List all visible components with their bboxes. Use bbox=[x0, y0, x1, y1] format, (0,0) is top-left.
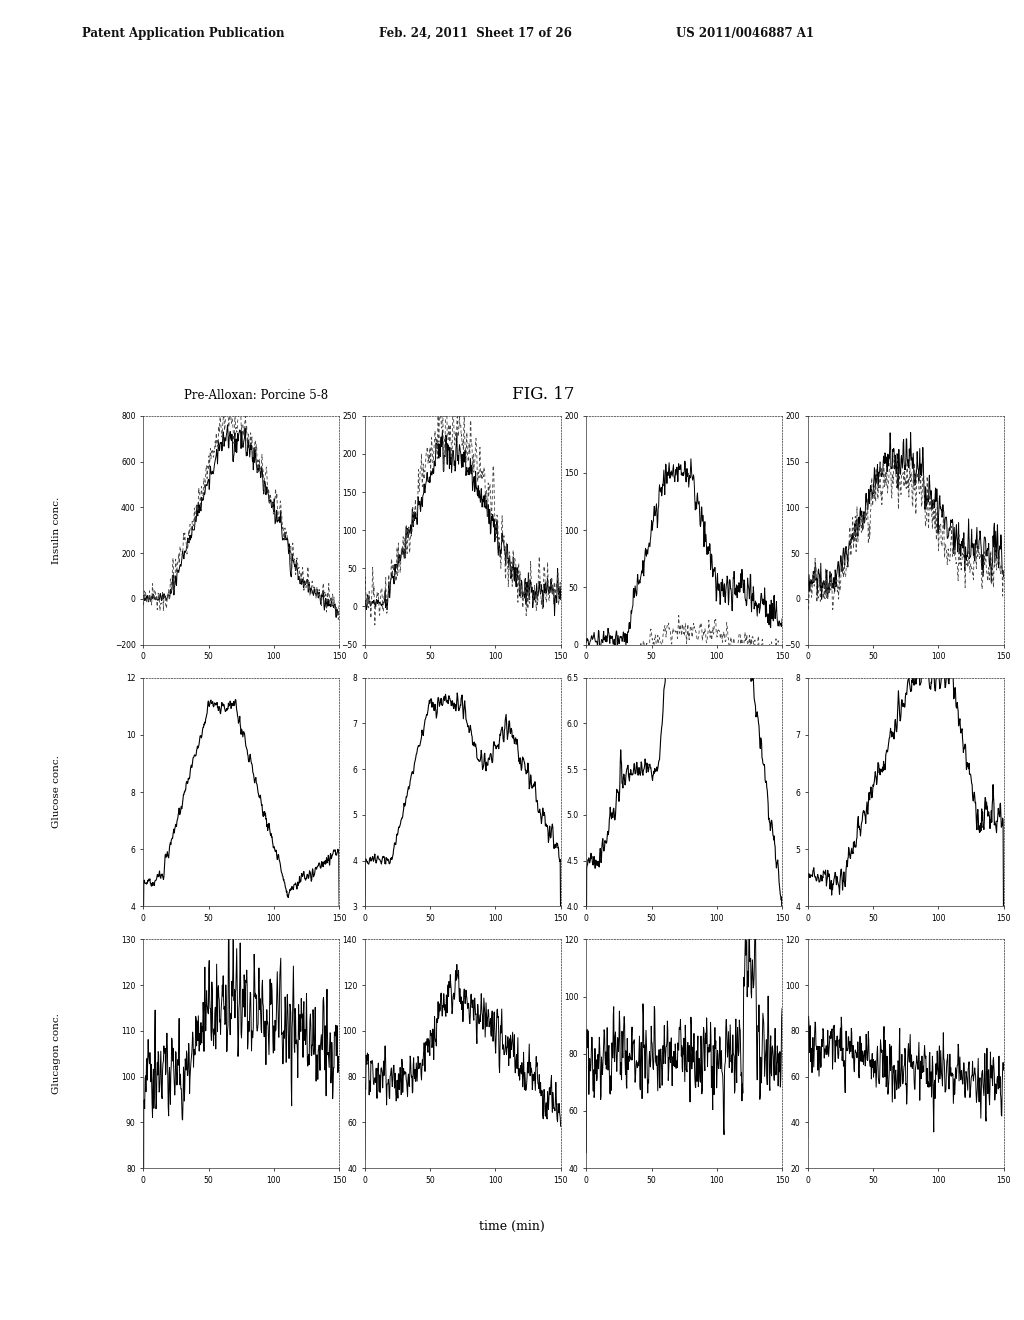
Text: Glucagon conc.: Glucagon conc. bbox=[52, 1014, 60, 1094]
Text: Patent Application Publication: Patent Application Publication bbox=[82, 26, 285, 40]
Text: Feb. 24, 2011  Sheet 17 of 26: Feb. 24, 2011 Sheet 17 of 26 bbox=[379, 26, 571, 40]
Text: Insulin conc.: Insulin conc. bbox=[52, 496, 60, 564]
Text: US 2011/0046887 A1: US 2011/0046887 A1 bbox=[676, 26, 814, 40]
Text: FIG. 17: FIG. 17 bbox=[512, 385, 574, 403]
Text: Pre-Alloxan: Porcine 5-8: Pre-Alloxan: Porcine 5-8 bbox=[184, 388, 329, 401]
Text: Glucose conc.: Glucose conc. bbox=[52, 755, 60, 829]
Text: time (min): time (min) bbox=[479, 1220, 545, 1233]
